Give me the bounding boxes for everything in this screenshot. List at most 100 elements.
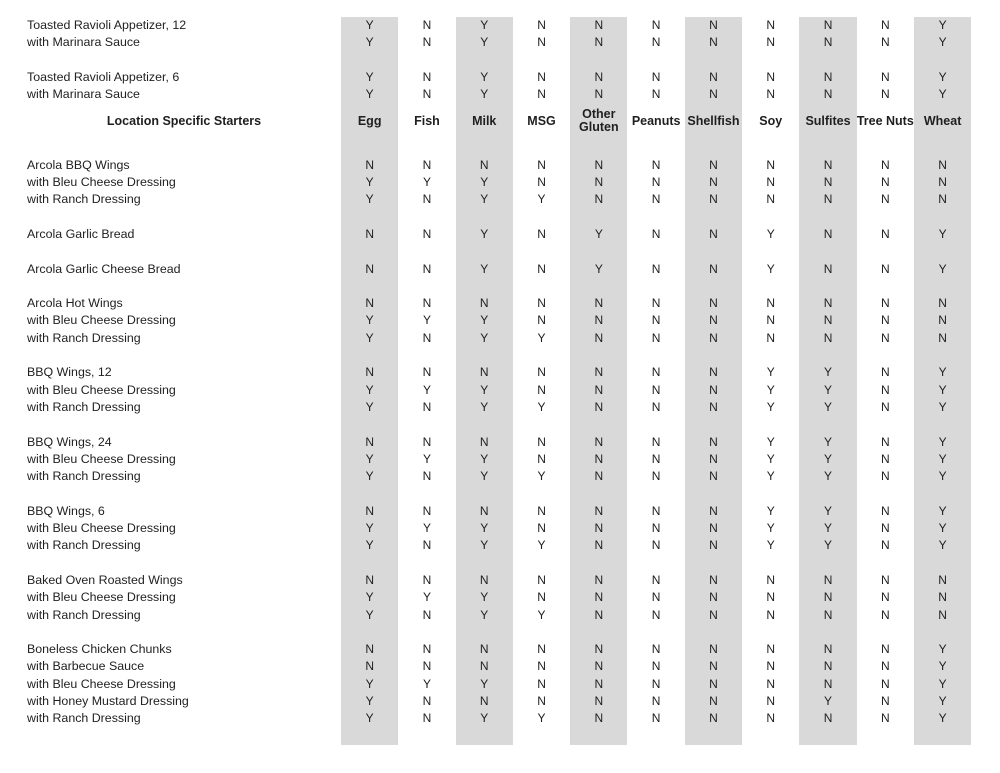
empty-cell [627,624,684,641]
item-name: with Marinara Sauce [27,35,140,50]
allergen-value: Y [913,692,972,711]
allergen-value: N [684,571,743,590]
item-name: Toasted Ravioli Appetizer, 6 [27,69,180,84]
empty-cell [627,243,684,260]
allergen-value: N [537,175,546,190]
allergen-value: N [570,156,628,175]
allergen-value: N [455,658,513,676]
allergen-value: N [913,606,972,624]
allergen-value: Y [913,658,972,676]
empty-cell [455,139,513,157]
allergen-value: N [537,69,546,84]
allergen-value: N [880,451,890,466]
item-name: BBQ Wings, 6 [27,503,105,518]
item-name: with Ranch Dressing [27,192,141,207]
allergen-value: N [537,659,546,674]
allergen-value: N [651,157,661,172]
allergen-value: N [766,175,776,190]
empty-cell [513,243,570,260]
empty-cell [398,139,455,156]
allergen-value: N [651,676,661,691]
column-header-soy: Soy [759,113,783,128]
spacer-row [0,623,972,642]
allergen-value: Y [799,537,857,555]
allergen-value: Y [341,329,399,348]
allergen-value: N [799,329,857,348]
item-name: with Bleu Cheese Dressing [27,451,176,466]
item-name: with Ranch Dressing [27,469,141,484]
table-row: Arcola Garlic Cheese Bread N N Y N Y N N Y N N Y [0,260,972,278]
empty-cell [684,208,743,226]
allergen-value: N [880,35,890,50]
empty-cell [913,51,972,69]
allergen-value: Y [455,520,513,538]
empty-cell [684,347,743,365]
allergen-value: N [570,450,628,469]
allergen-value: N [799,606,857,624]
allergen-value: N [880,296,890,311]
empty-cell [913,139,972,157]
allergen-value: N [799,17,857,35]
table-row: with Ranch Dressing Y N Y Y N N N N N N Y [0,710,972,728]
allergen-value: N [537,226,546,241]
table-row: with Ranch Dressing Y N Y Y N N N N N N N [0,606,972,624]
empty-cell [341,727,399,745]
table-row: with Barbecue Sauce N N N N N N N N N N Y [0,658,972,676]
allergen-value: N [570,571,628,590]
empty-cell [341,623,399,642]
allergen-value: N [537,313,546,328]
empty-cell [799,554,857,572]
allergen-value: N [651,296,661,311]
allergen-value: N [880,365,890,380]
empty-cell [799,208,857,226]
item-name: Arcola BBQ Wings [27,157,130,172]
empty-cell [0,347,341,364]
allergen-value: Y [799,450,857,469]
empty-cell [341,347,399,365]
empty-cell [913,208,972,226]
allergen-value: N [684,589,743,607]
allergen-value: N [422,226,432,241]
allergen-value: N [799,295,857,313]
allergen-value: N [537,590,546,605]
allergen-table-body: Toasted Ravioli Appetizer, 12 Y N Y N N N N N N N Y… [0,17,972,745]
allergen-value: N [455,641,513,659]
allergen-value: N [422,711,432,726]
empty-cell [513,728,570,745]
empty-cell [857,243,914,260]
empty-cell [799,139,857,157]
allergen-value: N [880,175,890,190]
allergen-value: N [537,693,546,708]
allergen-value: N [422,296,432,311]
item-name: with Bleu Cheese Dressing [27,521,176,536]
allergen-value: N [422,399,432,414]
allergen-value: N [422,18,432,32]
allergen-value: N [422,693,432,708]
empty-cell [341,139,399,157]
allergen-value: N [766,590,776,605]
empty-cell [799,51,857,69]
empty-cell [455,485,513,503]
empty-cell [455,554,513,572]
allergen-table: Toasted Ravioli Appetizer, 12 Y N Y N N N N N N N Y… [0,17,972,745]
allergen-value: N [422,35,432,50]
allergen-value: N [341,156,399,175]
empty-cell [742,555,799,572]
allergen-value: N [422,469,432,484]
empty-cell [341,416,399,434]
table-row: with Ranch Dressing Y N Y Y N N N Y Y N Y [0,398,972,417]
empty-cell [513,416,570,433]
allergen-value: Y [913,468,972,486]
allergen-value: N [684,675,743,693]
item-name: Toasted Ravioli Appetizer, 12 [27,18,187,32]
allergen-value: Y [455,68,513,87]
empty-cell [455,243,513,261]
allergen-value: N [684,17,743,35]
empty-cell [799,277,857,296]
allergen-value: Y [455,450,513,469]
table-row: with Bleu Cheese Dressing Y Y Y N N N N Y Y N Y [0,381,972,399]
allergen-value: N [422,538,432,553]
allergen-value: N [880,226,890,241]
empty-cell [513,347,570,364]
table-row: Arcola BBQ Wings N N N N N N N N N N N [0,156,972,175]
